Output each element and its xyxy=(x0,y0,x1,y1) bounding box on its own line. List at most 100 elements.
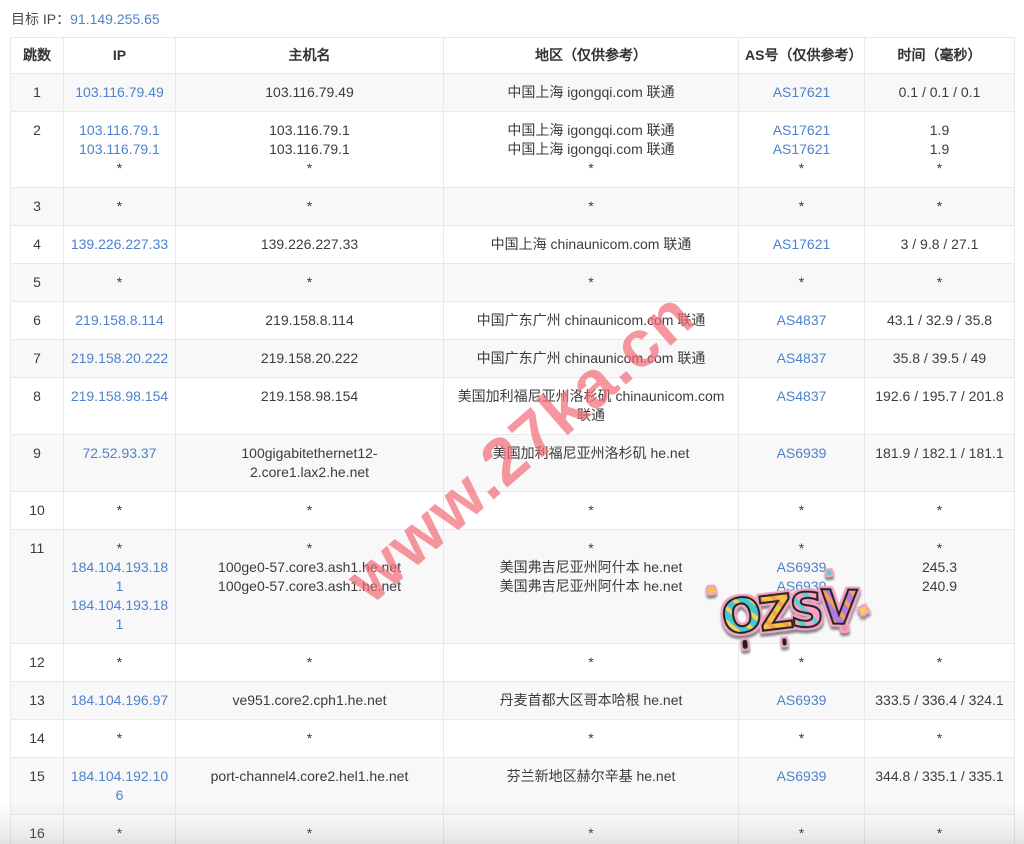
cell-time: * xyxy=(864,719,1015,758)
cell-time: * xyxy=(864,263,1015,302)
cell-ip-link[interactable]: 184.104.192.106 xyxy=(70,768,169,803)
table-row: 1 103.116.79.49 103.116.79.49 中国上海 igongqi.… xyxy=(10,73,1015,112)
cell-hop: 2 xyxy=(10,111,64,188)
cell-region: 中国上海 chinaunicom.com 联通 xyxy=(443,225,739,264)
cell-ip: * xyxy=(63,719,176,758)
cell-asn-link[interactable]: AS6939 xyxy=(776,559,827,575)
cell-hop: 12 xyxy=(10,643,64,682)
cell-ip-link[interactable]: 103.116.79.1 xyxy=(79,141,160,157)
table-row: 4 139.226.227.33 139.226.227.33 中国上海 chinau… xyxy=(10,225,1015,264)
cell-asn-link[interactable]: AS4837 xyxy=(776,388,827,404)
column-header-5: 时间（毫秒） xyxy=(864,37,1015,74)
cell-ip: 219.158.20.222 xyxy=(63,339,176,378)
cell-asn: AS6939 xyxy=(738,757,865,815)
cell-hostname: port-channel4.core2.hel1.he.net xyxy=(175,757,444,815)
cell-ip: 184.104.192.106 xyxy=(63,757,176,815)
cell-region: 美国加利福尼亚州洛杉矶 chinaunicom.com 联通 xyxy=(443,377,739,435)
cell-hostname: * xyxy=(175,187,444,226)
table-row: 14 * * * * * xyxy=(10,719,1015,758)
table-row: 3 * * * * * xyxy=(10,187,1015,226)
cell-ip: 184.104.196.97 xyxy=(63,681,176,720)
table-row: 11 * 184.104.193.181 184.104.193.181 * 100ge0… xyxy=(10,529,1015,644)
target-ip-link[interactable]: 91.149.255.65 xyxy=(70,11,160,27)
cell-hop: 1 xyxy=(10,73,64,112)
cell-hop: 10 xyxy=(10,491,64,530)
cell-ip-link[interactable]: 103.116.79.49 xyxy=(75,84,164,100)
cell-ip: * xyxy=(63,263,176,302)
cell-ip: 139.226.227.33 xyxy=(63,225,176,264)
cell-ip-link[interactable]: 72.52.93.37 xyxy=(82,445,157,461)
cell-hop: 14 xyxy=(10,719,64,758)
cell-time: 35.8 / 39.5 / 49 xyxy=(864,339,1015,378)
cell-ip-link[interactable]: 184.104.193.181 xyxy=(70,559,169,594)
cell-ip-link[interactable]: 184.104.196.97 xyxy=(70,692,169,708)
cell-region: 美国加利福尼亚州洛杉矶 he.net xyxy=(443,434,739,492)
cell-ip-link[interactable]: 139.226.227.33 xyxy=(70,236,169,252)
table-row: 5 * * * * * xyxy=(10,263,1015,302)
cell-time: 192.6 / 195.7 / 201.8 xyxy=(864,377,1015,435)
cell-ip: 103.116.79.49 xyxy=(63,73,176,112)
cell-region: * xyxy=(443,263,739,302)
cell-hostname: 219.158.8.114 xyxy=(175,301,444,340)
cell-hostname: * 100ge0-57.core3.ash1.he.net 100ge0-57.co… xyxy=(175,529,444,644)
cell-hop: 6 xyxy=(10,301,64,340)
cell-asn-link[interactable]: AS4837 xyxy=(776,350,827,366)
column-header-3: 地区（仅供参考） xyxy=(443,37,739,74)
cell-ip: 219.158.8.114 xyxy=(63,301,176,340)
table-row: 6 219.158.8.114 219.158.8.114 中国广东广州 chinau… xyxy=(10,301,1015,340)
table-row: 7 219.158.20.222 219.158.20.222 中国广东广州 chin… xyxy=(10,339,1015,378)
cell-asn: AS4837 xyxy=(738,301,865,340)
cell-asn-link[interactable]: AS6939 xyxy=(776,445,827,461)
cell-time: 333.5 / 336.4 / 324.1 xyxy=(864,681,1015,720)
cell-ip-link[interactable]: 219.158.20.222 xyxy=(70,350,169,366)
table-row: 16 * * * * * xyxy=(10,814,1015,844)
cell-ip: 219.158.98.154 xyxy=(63,377,176,435)
cell-region: * 美国弗吉尼亚州阿什本 he.net 美国弗吉尼亚州阿什本 he.net xyxy=(443,529,739,644)
cell-asn: AS6939 xyxy=(738,681,865,720)
cell-time: * xyxy=(864,814,1015,844)
table-row: 9 72.52.93.37 100gigabitethernet12-2.core1… xyxy=(10,434,1015,492)
cell-asn-link[interactable]: AS17621 xyxy=(772,141,831,157)
cell-hostname: 103.116.79.1 103.116.79.1 * xyxy=(175,111,444,188)
cell-asn: AS17621 xyxy=(738,225,865,264)
cell-hostname: 219.158.98.154 xyxy=(175,377,444,435)
cell-region: 芬兰新地区赫尔辛基 he.net xyxy=(443,757,739,815)
cell-asn-link[interactable]: AS17621 xyxy=(772,236,831,252)
cell-region: * xyxy=(443,491,739,530)
cell-time: 344.8 / 335.1 / 335.1 xyxy=(864,757,1015,815)
cell-asn-link[interactable]: AS6939 xyxy=(776,692,827,708)
sticker-letter-s: S xyxy=(788,582,824,641)
ozsv-sticker-logo: OZSV ✦ xyxy=(707,570,873,650)
cell-ip-link[interactable]: 219.158.98.154 xyxy=(70,388,169,404)
cell-asn: AS4837 xyxy=(738,377,865,435)
cell-asn-link[interactable]: AS4837 xyxy=(776,312,827,328)
cell-asn: * xyxy=(738,187,865,226)
cell-hostname: * xyxy=(175,263,444,302)
cell-asn-link[interactable]: AS17621 xyxy=(772,84,831,100)
table-header-row: 跳数 IP 主机名 地区（仅供参考） AS号（仅供参考） 时间（毫秒） xyxy=(10,37,1015,74)
cell-region: 丹麦首都大区哥本哈根 he.net xyxy=(443,681,739,720)
cell-hop: 4 xyxy=(10,225,64,264)
cell-time: 3 / 9.8 / 27.1 xyxy=(864,225,1015,264)
cell-hostname: * xyxy=(175,491,444,530)
cell-asn-link[interactable]: AS6939 xyxy=(777,578,827,594)
cell-ip: 103.116.79.1 103.116.79.1 * xyxy=(63,111,176,188)
cell-hostname: * xyxy=(175,719,444,758)
cell-ip: * xyxy=(63,491,176,530)
cell-ip-link[interactable]: 184.104.193.181 xyxy=(70,597,169,632)
target-ip-label: 目标 IP： xyxy=(11,11,71,27)
column-header-2: 主机名 xyxy=(175,37,444,74)
cell-ip-link[interactable]: 103.116.79.1 xyxy=(79,122,160,138)
cell-hop: 3 xyxy=(10,187,64,226)
cell-asn-link[interactable]: AS6939 xyxy=(776,768,827,784)
cell-ip-link[interactable]: 219.158.8.114 xyxy=(75,312,164,328)
cell-hostname: 100gigabitethernet12-2.core1.lax2.he.net xyxy=(175,434,444,492)
cell-asn: * xyxy=(738,491,865,530)
cell-region: * xyxy=(443,814,739,844)
cell-asn-link[interactable]: AS17621 xyxy=(772,122,831,138)
cell-ip: * xyxy=(63,643,176,682)
cell-hop: 13 xyxy=(10,681,64,720)
sticker-letter-z: Z xyxy=(755,584,795,644)
cell-time: 1.9 1.9 * xyxy=(864,111,1015,188)
